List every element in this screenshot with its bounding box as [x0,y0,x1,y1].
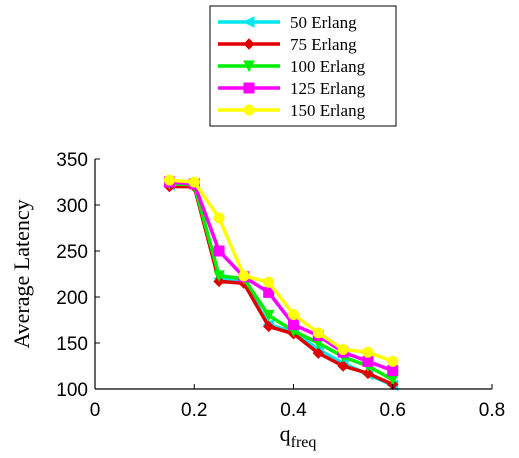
data-point [288,319,299,331]
y-tick-label: 250 [56,242,88,263]
x-tick-label: 0.6 [380,400,406,421]
legend-marker [243,60,255,73]
legend-marker [243,82,255,94]
data-point [288,308,299,320]
data-point [337,360,349,372]
legend-item: 150 Erlang [218,101,366,120]
legend-label: 75 Erlang [290,35,357,54]
data-point [262,320,275,333]
x-tick-label: 0.8 [479,400,505,421]
legend-marker [243,104,255,116]
data-point [213,270,225,282]
data-point [188,176,200,188]
data-point [337,343,349,355]
legend-item: 100 Erlang [218,57,366,76]
series-line [169,178,394,364]
axes [94,159,492,390]
series-line [169,182,394,382]
data-point [262,309,275,322]
data-point [213,212,225,224]
legend-label: 100 Erlang [290,57,366,76]
legend-label: 50 Erlang [290,13,357,32]
series-4 [163,174,399,367]
data-point [312,347,325,359]
ticks: 0 0.2 0.4 0.6 0.8 100 150 200 250 300 350 [56,150,505,421]
legend-item: 125 Erlang [218,79,366,98]
data-point [263,276,275,288]
legend-label: 150 Erlang [290,101,366,120]
data-point [312,327,324,339]
data-point [213,245,225,257]
data-point [238,270,250,282]
data-point [163,174,175,186]
y-tick-label: 200 [56,288,88,309]
x-tick-label: 0 [90,400,101,421]
legend-item: 75 Erlang [218,35,357,54]
x-tick-label: 0.4 [280,400,307,421]
legend-label: 125 Erlang [290,79,366,98]
legend-marker [242,16,255,28]
plot-area [163,174,399,392]
legend-item: 50 Erlang [218,13,357,32]
x-axis-label: qfreq [280,421,317,451]
data-point [362,355,374,367]
y-tick-label: 100 [56,380,88,401]
x-tick-label: 0.2 [181,400,207,421]
legend-marker [243,38,255,50]
x-axis-label-main: q [280,421,291,446]
data-point [362,346,374,358]
x-axis-label-subscript: freq [291,434,317,451]
legend: 50 Erlang 75 Erlang 100 Erlang 125 Erlang 15… [209,5,397,127]
data-point [387,365,399,377]
y-tick-label: 350 [56,150,88,171]
series-line [169,180,394,373]
data-point [362,367,374,380]
data-point [387,355,399,367]
y-tick-label: 150 [56,334,88,355]
y-axis-label: Average Latency [9,199,34,348]
y-tick-label: 300 [56,196,88,217]
